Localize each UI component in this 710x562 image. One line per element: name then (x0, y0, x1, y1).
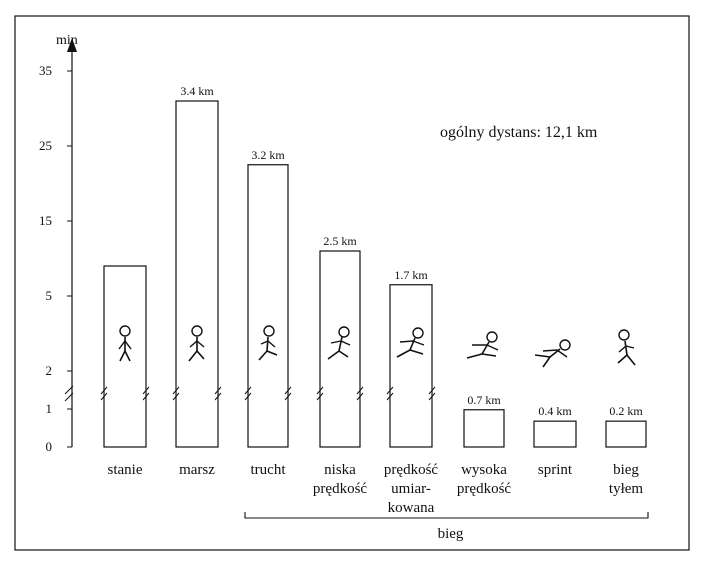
category-label: prędkość (384, 462, 438, 478)
category-label: tyłem (609, 481, 643, 497)
category-label: prędkość (313, 481, 367, 497)
figures (118, 325, 636, 368)
figure-head (618, 329, 630, 341)
category-label: niska (324, 462, 356, 478)
figure-legs (119, 350, 131, 362)
bar (103, 265, 147, 448)
stick-figure-icon (396, 327, 425, 358)
distance-label: 0.4 km (538, 404, 572, 418)
category-label: bieg (613, 462, 639, 478)
chart-frame (14, 15, 690, 551)
category-label: marsz (179, 462, 215, 478)
y-axis-unit: min (56, 33, 78, 48)
figure-legs (396, 349, 424, 358)
stick-figure-icon (534, 339, 571, 368)
stick-figure-icon (466, 331, 499, 359)
figure-head (263, 325, 275, 337)
figure-legs (188, 350, 205, 362)
distance-label: 1.7 km (394, 268, 428, 282)
total-distance-annotation: ogólny dystans: 12,1 km (440, 124, 598, 141)
y-tick-label: 1 (46, 401, 53, 416)
figure-head (119, 325, 131, 337)
bar-break-mark (316, 386, 364, 401)
y-tick-label: 15 (39, 213, 52, 228)
bar (605, 420, 647, 448)
distance-label: 0.7 km (467, 393, 501, 407)
category-label: kowana (388, 500, 435, 516)
y-tick-label: 2 (46, 363, 53, 378)
y-axis-arrow (67, 38, 77, 52)
figure-body (266, 336, 269, 352)
y-axis-break (64, 385, 74, 402)
figure-arms (118, 340, 132, 350)
figure-body (338, 336, 343, 352)
figure-arms (472, 344, 499, 351)
bar-break-mark (172, 386, 222, 401)
figure-legs (466, 353, 497, 359)
figure-legs (617, 354, 636, 366)
y-tick-label: 0 (46, 439, 53, 454)
stick-figure-icon (188, 325, 205, 362)
figure-body (481, 341, 490, 355)
distance-label: 0.2 km (609, 404, 643, 418)
category-label: wysoka (461, 462, 507, 478)
figure-arms (330, 340, 351, 346)
stick-figure-icon (258, 325, 278, 361)
bar (389, 284, 433, 448)
y-tick-label: 35 (39, 63, 52, 78)
bar (175, 100, 219, 448)
figure-head (412, 327, 424, 339)
distance-label: 3.2 km (251, 148, 285, 162)
category-labels: stanie marsz trucht niska prędkość prędkość um… (108, 462, 644, 516)
stick-figure-icon (617, 329, 636, 366)
category-label: prędkość (457, 481, 511, 497)
bar (533, 420, 577, 448)
figure-head (191, 325, 203, 337)
bar (319, 250, 361, 448)
y-axis: min (56, 33, 78, 447)
figure-head (559, 339, 571, 351)
figure-legs (258, 350, 278, 361)
figure-head (486, 331, 498, 343)
category-label: sprint (538, 462, 573, 478)
distance-label: 3.4 km (180, 84, 214, 98)
bar (247, 164, 289, 448)
stick-figure-icon (118, 325, 132, 362)
bar-break-mark (386, 386, 436, 401)
figure-body (624, 340, 628, 356)
figure-legs (327, 350, 349, 360)
figure-body (409, 337, 416, 351)
bar-break-mark (100, 386, 150, 401)
distance-label: 2.5 km (323, 234, 357, 248)
group-bracket-line (244, 512, 649, 519)
bars: 3.4 km 3.2 km 2.5 km 1.7 km 0.7 km 0.4 km 0.2 … (100, 84, 647, 448)
figure-arms (189, 340, 205, 348)
stick-figure-icon (327, 326, 351, 360)
figure-arms (260, 340, 276, 348)
category-label: umiar- (391, 481, 431, 497)
y-tick-label: 25 (39, 138, 52, 153)
figure-arms (542, 349, 568, 358)
figure-arms (618, 345, 635, 353)
bar-break-mark (244, 386, 292, 401)
group-bracket: bieg (244, 512, 649, 542)
category-label: stanie (108, 462, 143, 478)
figure-legs (534, 354, 551, 368)
y-tick-label: 5 (46, 288, 53, 303)
figure-arms (399, 340, 425, 346)
figure-head (338, 326, 350, 338)
group-label: bieg (438, 526, 464, 542)
bar (463, 409, 505, 448)
category-label: trucht (251, 462, 287, 478)
